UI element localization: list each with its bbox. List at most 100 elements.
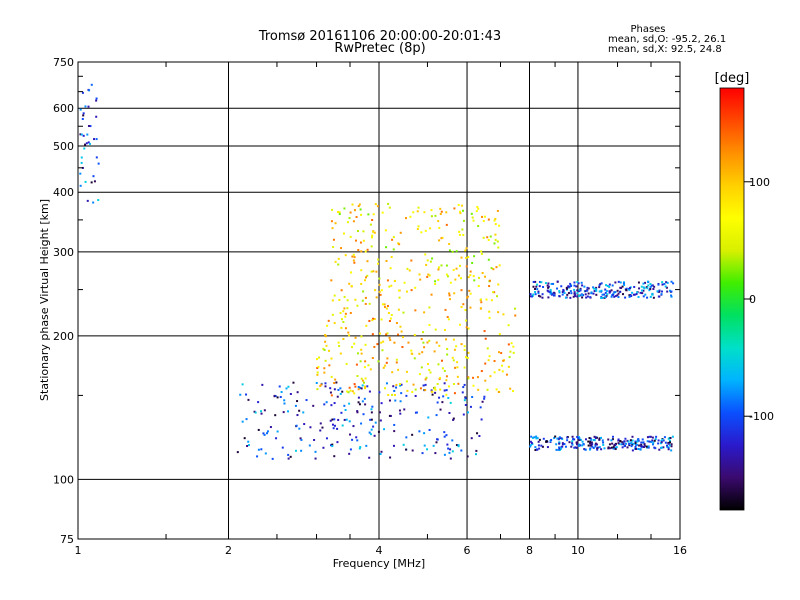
data-point: [634, 442, 637, 445]
data-point: [281, 446, 284, 449]
data-point: [323, 371, 326, 374]
data-point: [498, 264, 501, 267]
data-point: [260, 448, 263, 451]
data-point: [430, 293, 433, 296]
data-point: [576, 435, 579, 438]
data-point: [349, 433, 352, 436]
data-point: [459, 212, 462, 215]
data-point: [494, 233, 497, 236]
data-point: [447, 318, 450, 321]
data-point: [670, 280, 673, 283]
data-point: [260, 412, 263, 415]
data-point: [325, 401, 328, 404]
data-point: [443, 431, 446, 434]
data-point: [418, 352, 421, 355]
x-axis-label: Frequency [MHz]: [333, 557, 425, 570]
data-point: [303, 423, 306, 426]
data-point: [614, 281, 617, 284]
data-point: [443, 453, 446, 456]
data-point: [79, 184, 82, 187]
data-point: [642, 282, 645, 285]
data-point: [661, 283, 664, 286]
data-point: [476, 432, 479, 435]
data-point: [448, 411, 451, 414]
data-point: [489, 375, 492, 378]
data-point: [330, 279, 333, 282]
data-point: [666, 281, 669, 284]
data-point: [390, 313, 393, 316]
data-point: [247, 444, 250, 447]
data-point: [414, 394, 417, 397]
data-point: [439, 207, 442, 210]
data-point: [391, 393, 394, 396]
data-point: [354, 298, 357, 301]
data-point: [624, 437, 627, 440]
data-point: [399, 384, 402, 387]
data-point: [467, 276, 470, 279]
data-point: [473, 255, 476, 258]
data-point: [628, 287, 631, 290]
data-point: [449, 281, 452, 284]
data-point: [568, 285, 571, 288]
data-point: [351, 255, 354, 258]
chart-title: Tromsø 20161106 20:00:00-20:01:43: [258, 29, 501, 44]
data-point: [662, 439, 665, 442]
data-point: [435, 341, 438, 344]
data-point: [472, 275, 475, 278]
data-point: [628, 294, 631, 297]
data-point: [418, 273, 421, 276]
data-point: [456, 375, 459, 378]
data-point: [479, 406, 482, 409]
data-point: [448, 242, 451, 245]
data-point: [424, 383, 427, 386]
data-point: [309, 426, 312, 429]
data-point: [388, 399, 391, 402]
data-point: [353, 256, 356, 259]
data-point: [547, 286, 550, 289]
data-point: [376, 343, 379, 346]
data-point: [334, 260, 337, 263]
data-point: [546, 284, 549, 287]
data-point: [538, 280, 541, 283]
data-point: [361, 384, 364, 387]
data-point: [447, 447, 450, 450]
data-point: [429, 227, 432, 230]
data-point: [485, 298, 488, 301]
data-point: [644, 281, 647, 284]
data-point: [414, 309, 417, 312]
data-point: [463, 348, 466, 351]
data-point: [571, 442, 574, 445]
data-point: [447, 385, 450, 388]
data-point: [338, 213, 341, 216]
data-point: [349, 448, 352, 451]
data-point: [434, 388, 437, 391]
data-point: [592, 292, 595, 295]
data-point: [389, 414, 392, 417]
data-point: [92, 175, 95, 178]
data-point: [532, 293, 535, 296]
data-point: [569, 296, 572, 299]
data-point: [470, 437, 473, 440]
data-point: [239, 393, 242, 396]
data-point: [264, 452, 267, 455]
data-point: [611, 442, 614, 445]
data-point: [360, 250, 363, 253]
data-point: [364, 250, 367, 253]
data-point: [457, 274, 460, 277]
data-point: [273, 395, 276, 398]
data-point: [593, 287, 596, 290]
data-point: [655, 435, 658, 438]
data-point: [449, 457, 452, 460]
data-point: [542, 437, 545, 440]
data-point: [319, 422, 322, 425]
data-point: [605, 284, 608, 287]
data-point: [489, 235, 492, 238]
data-point: [469, 405, 472, 408]
data-point: [81, 117, 84, 120]
data-point: [424, 253, 427, 256]
data-point: [331, 423, 334, 426]
data-point: [348, 334, 351, 337]
data-point: [532, 285, 535, 288]
data-point: [333, 402, 336, 405]
data-point: [418, 373, 421, 376]
